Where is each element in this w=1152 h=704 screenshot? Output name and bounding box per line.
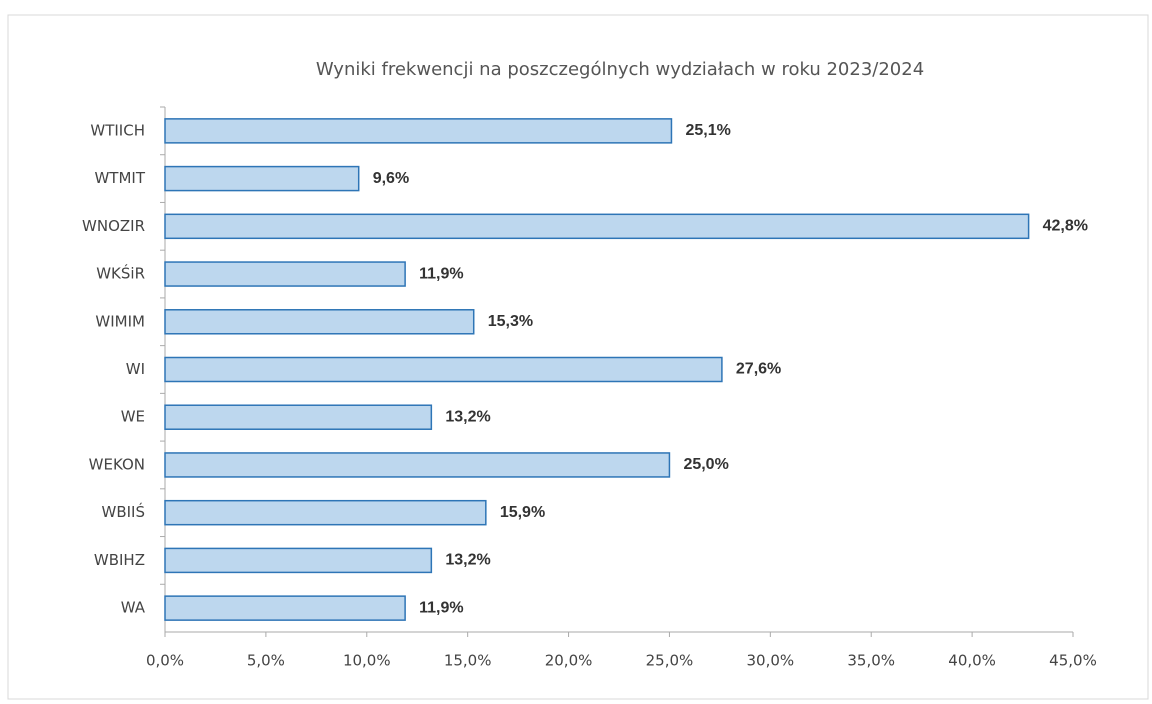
y-tick-label: WKŚiR [96, 264, 145, 283]
bar [164, 356, 723, 383]
value-label: 15,3% [488, 313, 533, 330]
x-tick-label: 35,0% [847, 652, 895, 670]
value-label: 11,9% [419, 599, 463, 616]
x-tick-label: 0,0% [146, 652, 184, 670]
x-tick-label: 25,0% [646, 652, 694, 670]
y-tick-label: WA [121, 599, 146, 617]
chart-title: Wyniki frekwencji na poszczególnych wydz… [316, 59, 924, 80]
x-tick-label: 10,0% [343, 652, 391, 670]
x-tick-label: 15,0% [444, 652, 492, 670]
y-tick-label: WEKON [89, 455, 145, 473]
value-label: 25,1% [685, 122, 730, 139]
bar [164, 547, 433, 574]
bar [164, 452, 671, 478]
bar [164, 118, 673, 144]
y-tick-label: WE [121, 408, 145, 426]
bar [164, 404, 433, 430]
y-tick-label: WI [126, 360, 145, 378]
bar [164, 499, 487, 526]
y-tick-label: WTIICH [90, 121, 145, 139]
bar [164, 213, 1030, 240]
value-label: 9,6% [373, 170, 409, 187]
y-tick-label: WBIIŚ [102, 502, 146, 521]
chart-frame [7, 14, 1149, 700]
value-label: 25,0% [683, 456, 728, 473]
bar [164, 261, 406, 287]
x-tick-label: 20,0% [545, 652, 593, 670]
y-tick-label: WNOZIR [82, 217, 145, 235]
x-tick-label: 30,0% [747, 652, 795, 670]
value-label: 42,8% [1043, 218, 1088, 235]
bar [164, 309, 475, 335]
x-tick-label: 40,0% [948, 652, 996, 670]
bar [164, 595, 406, 621]
y-tick-label: WTMIT [94, 169, 145, 187]
bar [164, 165, 360, 192]
value-label: 27,6% [736, 361, 781, 378]
value-label: 15,9% [500, 504, 545, 521]
value-label: 13,2% [445, 552, 490, 569]
x-tick-label: 45,0% [1049, 652, 1097, 670]
y-tick-label: WBIHZ [94, 551, 145, 569]
y-tick-label: WIMIM [95, 312, 145, 330]
x-tick-label: 5,0% [247, 652, 285, 670]
value-label: 11,9% [419, 265, 463, 282]
value-label: 13,2% [445, 408, 490, 425]
